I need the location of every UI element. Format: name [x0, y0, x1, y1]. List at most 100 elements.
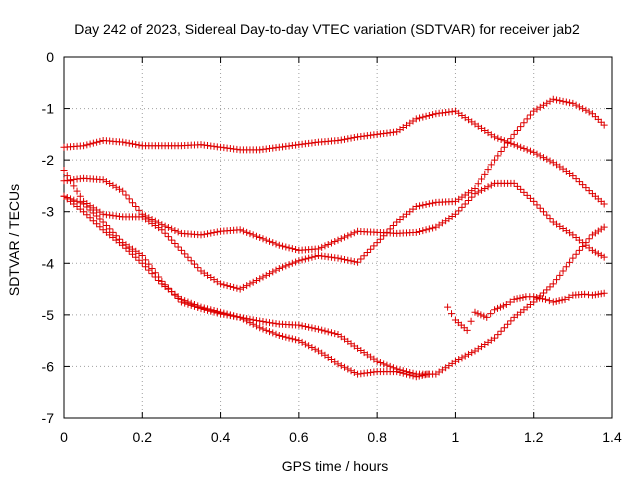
data-point: [559, 97, 567, 105]
data-point: [347, 257, 355, 265]
data-point: [138, 259, 146, 267]
data-point: [500, 143, 508, 151]
data-point: [311, 252, 319, 260]
data-point: [102, 178, 110, 186]
data-point: [526, 111, 534, 119]
data-point: [421, 371, 429, 379]
data-point: [223, 282, 231, 290]
data-point: [243, 317, 251, 325]
data-point: [556, 271, 564, 279]
data-point: [341, 135, 349, 143]
data-point: [504, 320, 512, 328]
data-point: [327, 329, 335, 337]
data-point: [491, 334, 499, 342]
data-point: [282, 262, 290, 270]
data-point: [119, 187, 127, 195]
data-point: [513, 295, 521, 303]
data-point: [341, 363, 349, 371]
data-point: [256, 234, 264, 241]
data-point: [566, 258, 574, 266]
data-point: [93, 212, 101, 220]
data-point: [200, 304, 208, 312]
data-point: [357, 255, 365, 263]
data-point: [164, 233, 172, 241]
data-point: [484, 183, 492, 191]
x-axis-label: GPS time / hours: [282, 458, 389, 474]
data-point: [468, 349, 476, 357]
data-point: [275, 264, 283, 272]
series-s2: [60, 174, 608, 261]
data-point: [383, 228, 391, 236]
data-point: [467, 317, 475, 325]
data-point: [132, 253, 140, 261]
data-point: [520, 145, 528, 153]
data-point: [545, 297, 553, 305]
data-point: [256, 324, 264, 332]
data-point: [422, 112, 430, 120]
x-tick-label: 1.2: [524, 429, 544, 445]
data-point: [132, 141, 140, 148]
data-point: [540, 289, 547, 297]
data-point: [168, 236, 176, 244]
data-point: [321, 242, 329, 250]
data-point: [555, 297, 563, 305]
data-point: [314, 245, 322, 253]
data-point: [171, 226, 179, 234]
data-point: [575, 103, 583, 111]
data-point: [207, 306, 215, 314]
data-point: [389, 221, 397, 229]
data-point: [455, 356, 463, 364]
data-point: [272, 240, 280, 248]
data-point: [204, 230, 212, 238]
data-point: [341, 256, 349, 264]
axis-ticks: [63, 56, 613, 419]
data-point: [76, 192, 84, 200]
data-point: [122, 139, 130, 147]
data-point: [597, 118, 605, 126]
data-point: [569, 99, 577, 107]
data-point: [575, 178, 583, 186]
data-point: [115, 185, 123, 193]
y-tick-label: -7: [42, 410, 55, 426]
data-point: [145, 266, 153, 274]
data-point: [334, 360, 342, 368]
data-point: [569, 254, 577, 262]
data-point: [600, 223, 608, 231]
data-marks: [60, 95, 608, 381]
data-point: [419, 201, 427, 209]
data-point: [252, 276, 260, 284]
data-point: [543, 286, 551, 294]
data-point: [565, 293, 573, 301]
data-point: [331, 238, 339, 246]
data-point: [220, 281, 228, 289]
data-point: [161, 229, 169, 237]
data-point: [546, 283, 554, 291]
data-point: [213, 228, 221, 236]
data-point: [396, 368, 404, 376]
data-point: [292, 336, 300, 344]
data-point: [471, 308, 479, 316]
data-point: [184, 298, 192, 306]
data-point: [429, 199, 437, 207]
data-point: [200, 230, 208, 238]
data-point: [308, 253, 316, 261]
data-point: [197, 303, 205, 311]
data-point: [386, 225, 394, 233]
data-point: [499, 302, 507, 310]
data-point: [506, 298, 514, 306]
data-point: [491, 156, 499, 164]
data-point: [151, 273, 159, 281]
data-point: [350, 368, 358, 376]
data-point: [122, 244, 130, 252]
data-point: [597, 251, 605, 259]
data-point: [138, 252, 146, 260]
data-point: [517, 143, 525, 151]
data-point: [249, 320, 257, 328]
data-point: [416, 227, 424, 235]
data-point: [530, 293, 538, 301]
data-point: [575, 246, 583, 254]
data-point: [76, 199, 84, 207]
data-point: [600, 200, 608, 208]
data-point: [324, 328, 332, 336]
data-point: [220, 309, 228, 317]
